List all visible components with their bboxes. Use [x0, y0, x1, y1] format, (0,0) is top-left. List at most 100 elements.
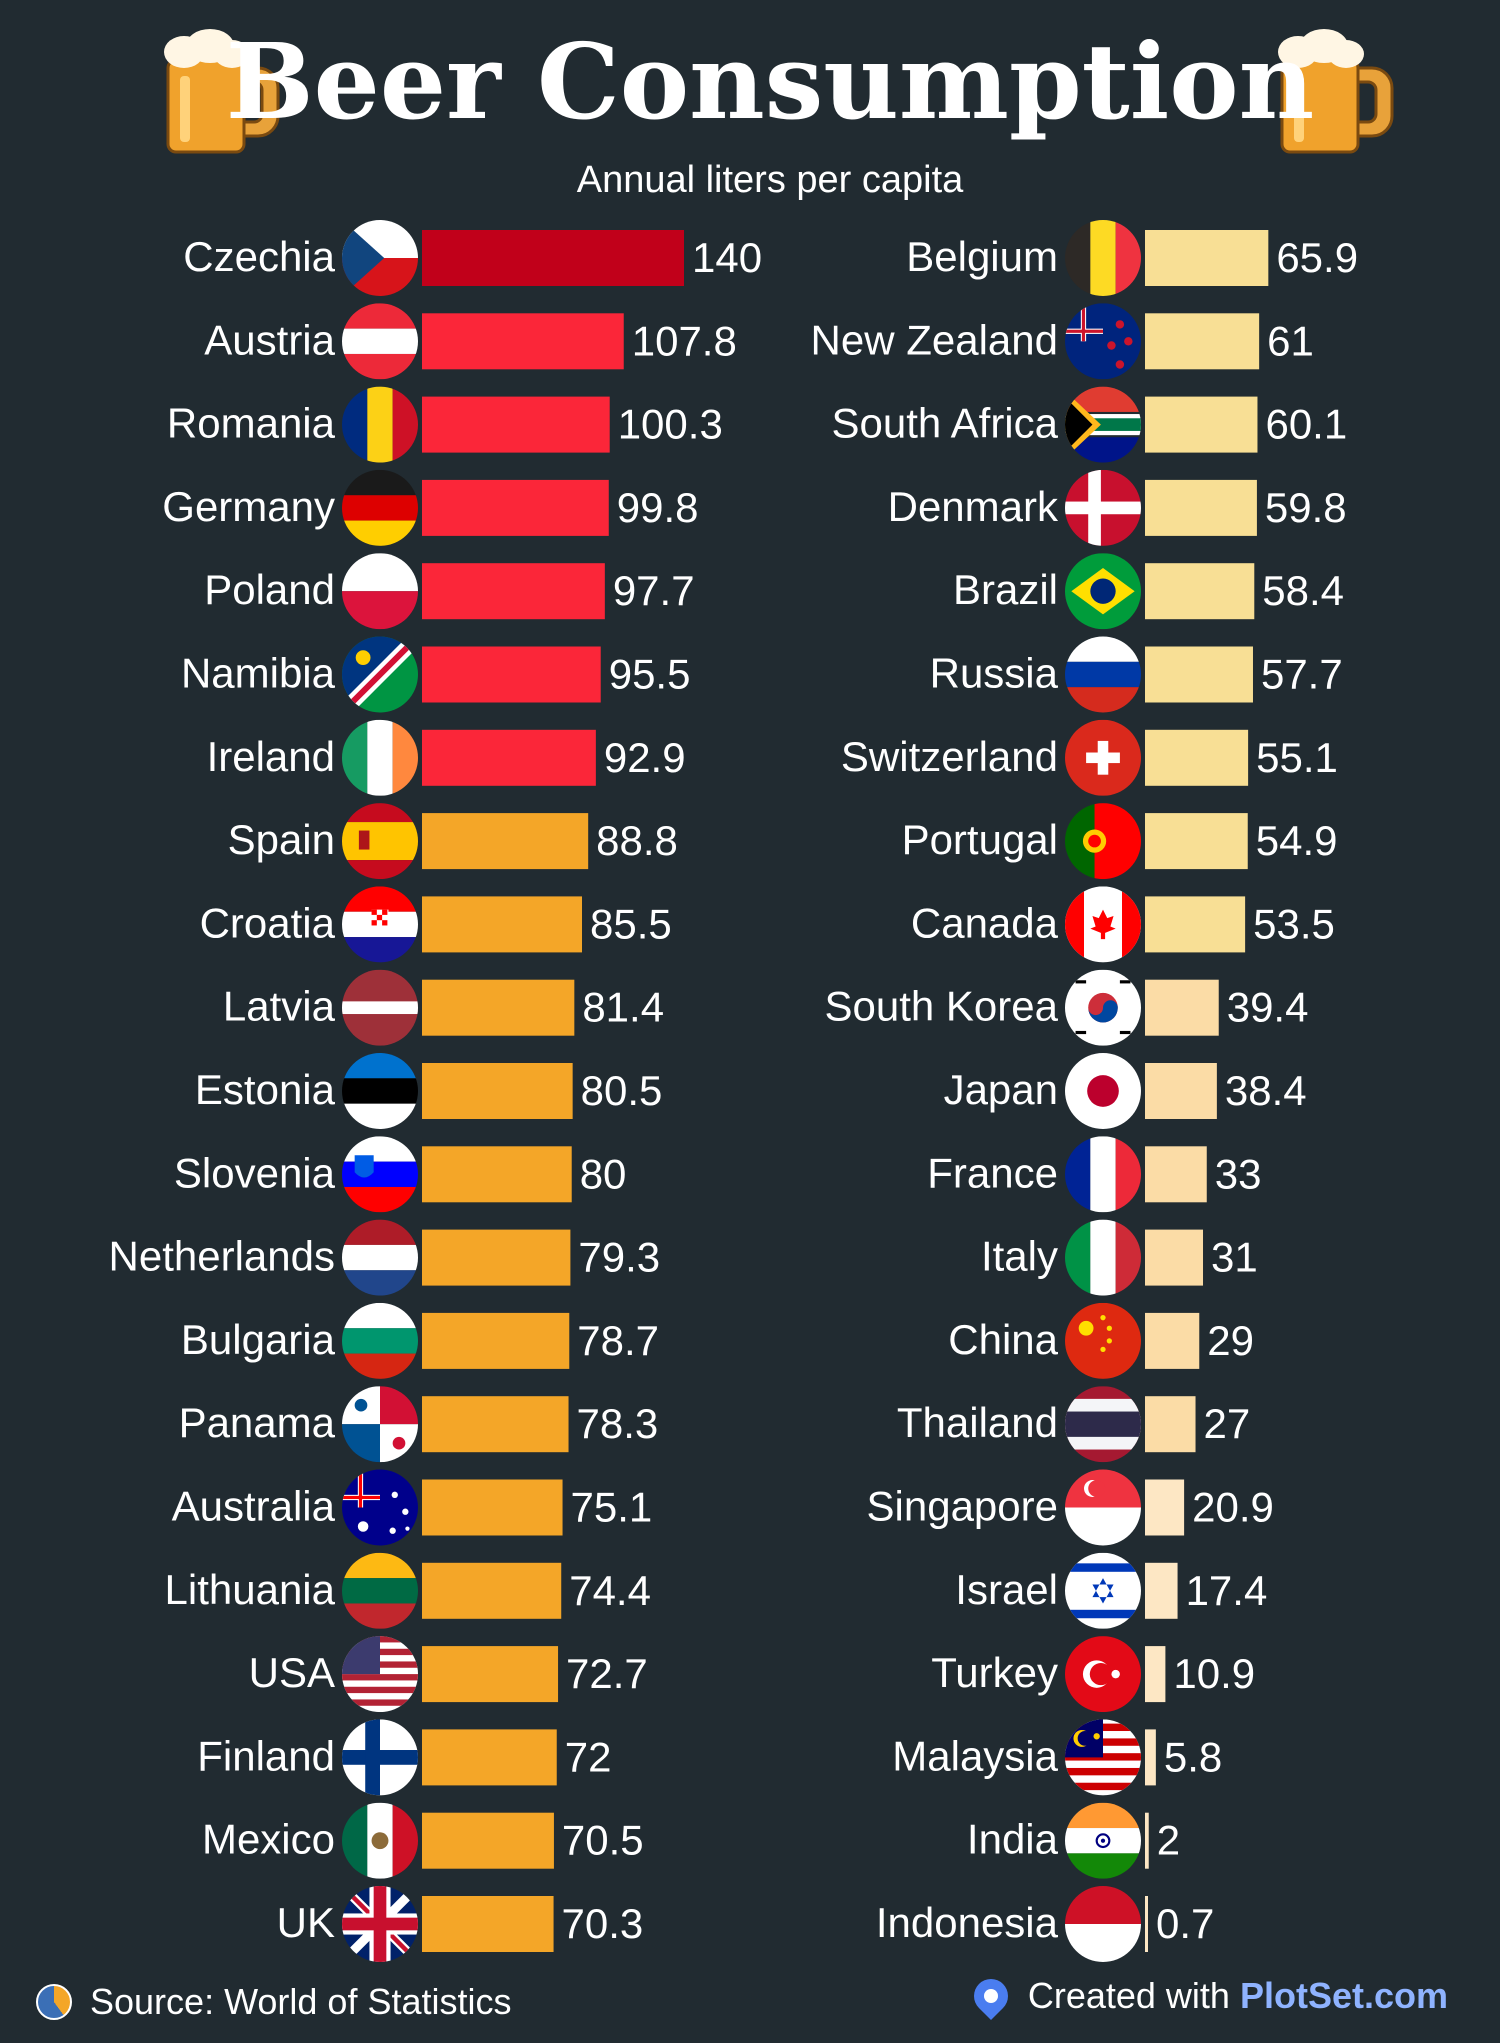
value-label-south-africa: 60.1: [1265, 401, 1347, 448]
value-label-switzerland: 55.1: [1256, 734, 1338, 781]
value-label-uk: 70.3: [562, 1900, 644, 1947]
value-label-thailand: 27: [1204, 1400, 1251, 1447]
flag-lithuania-icon: [342, 1552, 418, 1629]
flag-turkey-icon: [1065, 1636, 1141, 1713]
category-label-czechia: Czechia: [183, 233, 335, 280]
location-pin-icon: [966, 1971, 1015, 2021]
category-label-canada: Canada: [911, 899, 1059, 946]
flag-south-africa-icon: [1065, 386, 1141, 463]
bar-netherlands: [422, 1229, 571, 1286]
value-label-slovenia: 80: [580, 1150, 627, 1197]
globe-icon: [36, 1984, 72, 2020]
flag-panama-icon: [342, 1386, 418, 1463]
category-label-belgium: Belgium: [906, 233, 1058, 280]
beer-mug-icon: [1278, 29, 1394, 154]
flag-czechia-icon: [342, 220, 418, 296]
bar-bulgaria: [422, 1312, 570, 1369]
value-label-mexico: 70.5: [562, 1817, 644, 1864]
category-label-australia: Australia: [172, 1483, 336, 1530]
category-label-lithuania: Lithuania: [165, 1566, 336, 1613]
category-label-romania: Romania: [167, 400, 336, 447]
bar-mexico: [422, 1812, 554, 1869]
value-label-turkey: 10.9: [1173, 1650, 1255, 1697]
bar-russia: [1145, 646, 1253, 703]
bar-slovenia: [422, 1146, 572, 1203]
category-label-usa: USA: [249, 1649, 335, 1696]
credit[interactable]: Created with PlotSet.com: [966, 1971, 1448, 2021]
bar-france: [1145, 1146, 1207, 1203]
bar-panama: [422, 1396, 569, 1453]
flag-malaysia-icon: [1065, 1719, 1141, 1796]
bar-finland: [422, 1729, 557, 1786]
bar-japan: [1145, 1063, 1217, 1119]
category-label-mexico: Mexico: [202, 1816, 335, 1863]
value-label-panama: 78.3: [577, 1400, 659, 1447]
flag-japan-icon: [1065, 1053, 1141, 1129]
bar-austria: [422, 313, 624, 370]
flag-germany-icon: [342, 469, 418, 546]
category-label-netherlands: Netherlands: [109, 1233, 335, 1280]
value-label-israel: 17.4: [1186, 1567, 1268, 1614]
flag-france-icon: [1065, 1136, 1141, 1213]
flag-mexico-icon: [342, 1802, 418, 1879]
value-label-brazil: 58.4: [1262, 567, 1344, 614]
bar-spain: [422, 813, 589, 870]
value-label-china: 29: [1207, 1317, 1254, 1364]
value-label-netherlands: 79.3: [578, 1234, 660, 1281]
value-label-bulgaria: 78.7: [577, 1317, 659, 1364]
flag-italy-icon: [1065, 1219, 1141, 1296]
category-label-japan: Japan: [944, 1066, 1058, 1113]
flag-austria-icon: [342, 303, 418, 380]
bar-estonia: [422, 1063, 573, 1119]
value-label-ireland: 92.9: [604, 734, 686, 781]
category-label-israel: Israel: [955, 1566, 1058, 1613]
bar-switzerland: [1145, 729, 1249, 786]
flag-romania-icon: [342, 386, 418, 463]
category-label-france: France: [927, 1149, 1058, 1196]
value-label-italy: 31: [1211, 1234, 1258, 1281]
value-label-namibia: 95.5: [609, 651, 691, 698]
flag-netherlands-icon: [342, 1219, 418, 1296]
value-label-australia: 75.1: [571, 1484, 653, 1531]
category-label-south-korea: South Korea: [824, 983, 1058, 1030]
bar-thailand: [1145, 1396, 1196, 1453]
bar-ireland: [422, 729, 596, 786]
value-label-portugal: 54.9: [1256, 817, 1338, 864]
value-label-belgium: 65.9: [1276, 234, 1358, 281]
value-label-france: 33: [1215, 1150, 1262, 1197]
value-label-spain: 88.8: [596, 817, 678, 864]
flag-australia-icon: [342, 1469, 418, 1546]
category-label-finland: Finland: [197, 1732, 335, 1779]
bar-china: [1145, 1312, 1200, 1369]
credit-prefix: Created with: [1027, 1975, 1230, 2016]
bar-romania: [422, 396, 610, 453]
category-label-poland: Poland: [204, 566, 335, 613]
bar-italy: [1145, 1229, 1204, 1286]
value-label-russia: 57.7: [1261, 651, 1343, 698]
category-label-estonia: Estonia: [195, 1066, 336, 1113]
category-label-panama: Panama: [179, 1399, 336, 1446]
chart-title: Beer Consumption: [226, 20, 1314, 143]
bar-belgium: [1145, 230, 1269, 286]
flag-ireland-icon: [342, 719, 418, 796]
bar-israel: [1145, 1562, 1178, 1619]
footer: Source: World of Statistics Created with…: [0, 1971, 1500, 2031]
value-label-finland: 72: [565, 1733, 612, 1780]
category-label-china: China: [948, 1316, 1058, 1363]
flag-poland-icon: [342, 553, 418, 630]
bar-usa: [422, 1646, 559, 1703]
bar-turkey: [1145, 1646, 1166, 1703]
category-label-thailand: Thailand: [897, 1399, 1058, 1446]
bar-india: [1145, 1812, 1149, 1869]
bar-portugal: [1145, 813, 1248, 870]
category-label-singapore: Singapore: [867, 1483, 1058, 1530]
credit-brand-link[interactable]: PlotSet.com: [1239, 1975, 1448, 2016]
bar-croatia: [422, 896, 583, 953]
flag-spain-icon: [342, 803, 418, 880]
bar-lithuania: [422, 1562, 562, 1619]
bar-namibia: [422, 646, 601, 703]
flag-china-icon: [1065, 1302, 1141, 1379]
chart-subtitle: Annual liters per capita: [577, 159, 964, 201]
value-label-estonia: 80.5: [581, 1067, 663, 1114]
